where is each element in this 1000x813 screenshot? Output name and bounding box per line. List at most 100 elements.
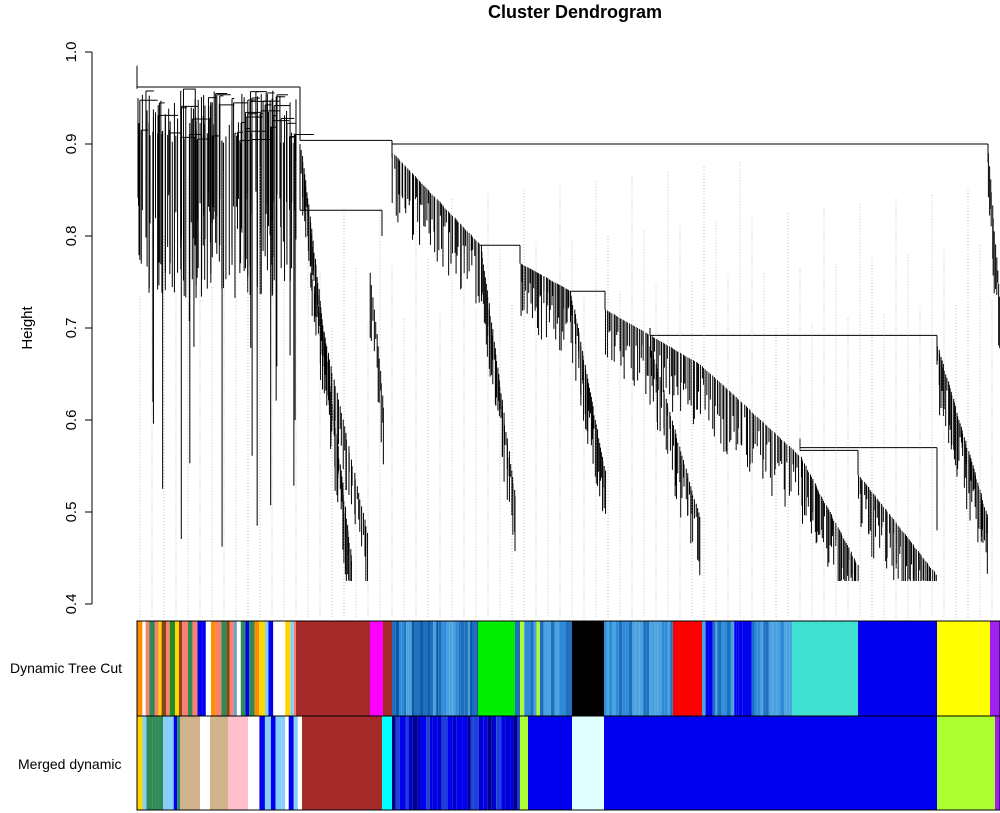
module-color-block — [467, 716, 471, 810]
module-color-block — [268, 621, 274, 716]
y-tick-label: 0.7 — [63, 318, 80, 339]
module-color-block — [646, 621, 650, 716]
module-color-block — [417, 716, 422, 810]
module-color-block — [751, 621, 755, 716]
module-color-block — [520, 716, 528, 810]
module-color-block — [188, 621, 193, 716]
module-color-block — [717, 621, 722, 716]
module-color-block — [760, 621, 764, 716]
module-color-block — [625, 621, 629, 716]
module-color-block — [572, 716, 604, 810]
module-color-block — [672, 621, 673, 716]
module-color-block — [639, 621, 644, 716]
module-color-block — [501, 716, 506, 810]
dynamic-tree-cut-color-bar — [136, 620, 1000, 717]
module-color-block — [180, 716, 200, 810]
y-tick-label: 0.9 — [63, 134, 80, 155]
module-color-block — [472, 621, 477, 716]
module-color-block — [661, 621, 665, 716]
chart-title: Cluster Dendrogram — [488, 2, 662, 22]
y-tick-label: 1.0 — [63, 42, 80, 63]
module-color-block — [417, 621, 421, 716]
module-color-block — [382, 716, 392, 810]
module-color-block — [772, 621, 777, 716]
module-color-block — [405, 716, 409, 810]
module-color-block — [253, 716, 260, 810]
module-color-block — [270, 716, 276, 810]
module-color-block — [137, 621, 143, 716]
module-color-block — [155, 716, 159, 810]
module-color-block — [702, 621, 706, 716]
module-color-block — [240, 621, 246, 716]
module-color-block — [496, 716, 502, 810]
module-color-block — [464, 621, 468, 716]
module-color-block — [476, 621, 478, 716]
module-color-block — [249, 621, 255, 716]
module-color-block — [293, 621, 296, 716]
module-color-block — [197, 621, 203, 716]
module-color-block — [142, 621, 146, 716]
module-color-block — [628, 621, 633, 716]
dendrogram-tree — [136, 65, 1000, 581]
module-color-block — [738, 621, 743, 716]
module-color-block — [152, 716, 156, 810]
module-color-block — [433, 621, 437, 716]
module-color-block — [460, 621, 465, 716]
module-color-block — [429, 621, 434, 716]
module-color-block — [158, 621, 162, 716]
module-color-block — [421, 716, 427, 810]
module-color-block — [937, 621, 990, 716]
module-color-block — [462, 716, 468, 810]
module-color-block — [657, 621, 662, 716]
y-axis: 0.4 0.5 0.6 0.7 0.8 0.9 1.0 — [63, 42, 93, 614]
module-color-block — [449, 621, 453, 716]
module-color-block — [175, 621, 179, 716]
module-color-block — [565, 621, 570, 716]
module-color-block — [458, 621, 461, 716]
module-color-block — [177, 716, 180, 810]
leaf-guide-lines — [139, 162, 993, 618]
module-color-block — [215, 621, 222, 716]
module-color-block — [569, 621, 572, 716]
module-color-block — [792, 621, 858, 716]
module-color-block — [420, 621, 424, 716]
module-color-block — [423, 621, 428, 716]
module-color-block — [990, 621, 1000, 716]
module-color-block — [411, 621, 415, 716]
module-color-block — [670, 621, 673, 716]
module-color-block — [520, 621, 525, 716]
module-color-block — [178, 621, 183, 716]
module-color-block — [259, 621, 265, 716]
module-color-block — [259, 716, 265, 810]
module-color-block — [604, 621, 607, 716]
module-color-block — [705, 621, 709, 716]
module-color-block — [757, 621, 761, 716]
module-color-block — [392, 621, 396, 716]
module-color-block — [651, 621, 656, 716]
module-color-block — [233, 621, 237, 716]
module-color-block — [443, 621, 447, 716]
module-color-block — [604, 716, 937, 810]
module-color-block — [483, 716, 488, 810]
module-color-block — [467, 621, 471, 716]
y-axis-label: Height — [19, 305, 36, 349]
module-color-block — [673, 621, 702, 716]
module-color-block — [765, 621, 769, 716]
module-color-block — [768, 621, 773, 716]
module-color-block — [290, 621, 294, 716]
module-color-block — [456, 716, 463, 810]
merged-dynamic-color-bar — [136, 715, 1000, 811]
module-color-block — [995, 716, 1000, 810]
module-color-block — [282, 621, 286, 716]
module-color-block — [412, 716, 418, 810]
module-color-block — [664, 621, 668, 716]
module-color-block — [616, 621, 619, 716]
module-color-block — [708, 621, 713, 716]
module-color-block — [245, 621, 250, 716]
module-color-block — [524, 621, 531, 716]
module-color-block — [510, 716, 514, 810]
module-color-block — [622, 621, 626, 716]
module-color-block — [264, 621, 269, 716]
module-color-block — [302, 716, 382, 810]
